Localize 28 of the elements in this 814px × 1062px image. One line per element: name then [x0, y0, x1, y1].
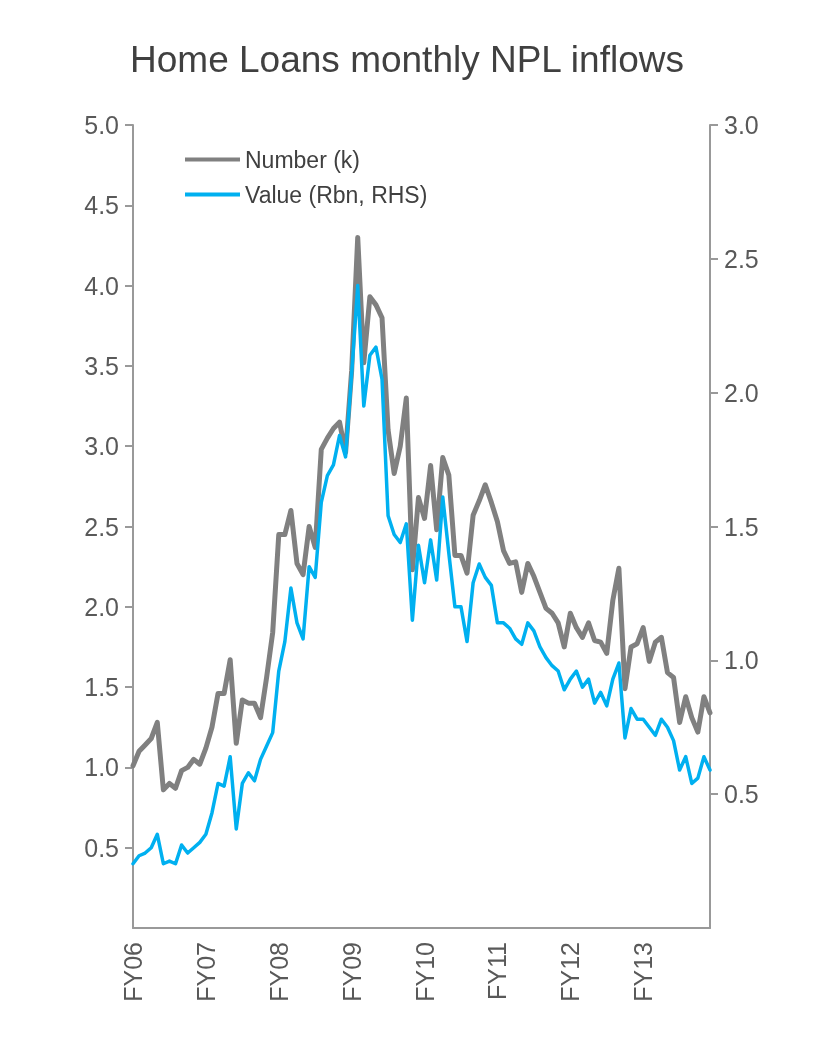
x-tick-label: FY07	[191, 942, 220, 1002]
y2-tick-label: 2.5	[724, 244, 759, 273]
y2-tick-label: 1.0	[724, 646, 759, 675]
x-tick-label: FY10	[410, 942, 439, 1002]
y-tick-label: 2.0	[84, 592, 119, 621]
y-tick-label: 3.5	[84, 351, 119, 380]
y-tick-label: 4.5	[84, 191, 119, 220]
x-tick-label: FY08	[264, 942, 293, 1002]
y-tick-label: 0.5	[84, 833, 119, 862]
chart-title: Home Loans monthly NPL inflows	[130, 39, 684, 80]
legend-label: Number (k)	[245, 146, 361, 173]
y2-tick-label: 3.0	[724, 111, 759, 139]
x-tick-label: FY11	[483, 942, 512, 1000]
x-tick-label: FY12	[556, 942, 585, 1002]
y-tick-label: 1.0	[84, 753, 119, 782]
y-tick-label: 2.5	[84, 512, 119, 541]
legend-label: Value (Rbn, RHS)	[245, 181, 428, 208]
x-tick-label: FY13	[629, 942, 658, 1002]
y2-tick-label: 1.5	[724, 512, 759, 541]
y-tick-label: 3.0	[84, 432, 119, 461]
y-tick-label: 5.0	[84, 111, 119, 139]
x-tick-label: FY06	[119, 942, 147, 1002]
line-series	[131, 283, 712, 866]
y2-tick-label: 0.5	[724, 780, 759, 809]
y-tick-label: 4.0	[84, 271, 119, 300]
y2-tick-label: 2.0	[724, 378, 759, 407]
y-tick-label: 1.5	[84, 673, 119, 702]
x-tick-label: FY09	[337, 942, 366, 1002]
